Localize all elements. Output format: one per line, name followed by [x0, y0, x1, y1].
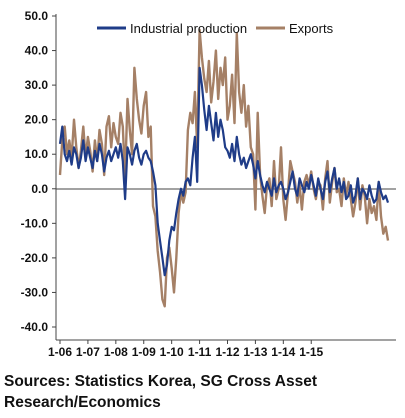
y-tick-label: -10.0 [21, 216, 49, 230]
x-tick-label: 1-15 [299, 345, 323, 359]
x-tick-label: 1-08 [104, 345, 128, 359]
y-tick-label: -30.0 [21, 285, 49, 299]
series-line-exports [58, 28, 390, 308]
y-tick-label: 0.0 [31, 182, 48, 196]
legend-label: Industrial production [130, 21, 247, 36]
y-ticks: 50.0 40.0 30.0 20.0 10.0 0.0 -10.0 -20.0 -30.0 -4… [21, 9, 56, 334]
y-tick-label: -20.0 [21, 251, 49, 265]
x-tick-label: 1-14 [271, 345, 295, 359]
legend: Industrial production Exports [97, 21, 334, 36]
x-tick-label: 1-11 [188, 345, 212, 359]
y-tick-label: 30.0 [25, 78, 49, 92]
source-note: Sources: Statistics Korea, SG Cross Asse… [4, 373, 317, 411]
x-tick-label: 1-09 [132, 345, 156, 359]
y-tick-label: 50.0 [25, 9, 49, 23]
x-tick-label: 1-06 [48, 345, 72, 359]
y-tick-label: -40.0 [21, 320, 49, 334]
x-tick-label: 1-07 [76, 345, 100, 359]
x-tick-label: 1-13 [243, 345, 267, 359]
y-tick-label: 10.0 [25, 147, 49, 161]
y-tick-label: 20.0 [25, 113, 49, 127]
legend-label: Exports [289, 21, 334, 36]
series-lines [58, 28, 390, 308]
y-tick-label: 40.0 [25, 44, 49, 58]
chart: 50.0 40.0 30.0 20.0 10.0 0.0 -10.0 -20.0 -30.0 -4… [21, 9, 396, 359]
x-ticks: 1-06 1-07 1-08 1-09 1-10 1-11 1-12 1-13 1-14 1-15 [48, 340, 324, 359]
series-line-industrial-production [58, 66, 390, 277]
x-tick-label: 1-10 [160, 345, 184, 359]
x-tick-label: 1-12 [215, 345, 239, 359]
